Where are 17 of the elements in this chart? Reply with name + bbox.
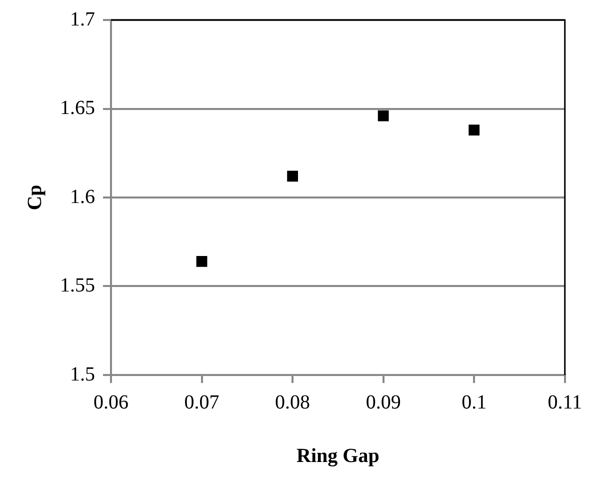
y-tick-label: 1.5 [70,363,95,386]
y-tick-label: 1.55 [60,274,95,296]
point [196,256,208,267]
point [468,124,480,136]
x-tick-label: 0.06 [94,391,128,414]
x-axis-title: Ring Gap [296,445,380,468]
x-tick-label: 0.09 [366,391,401,414]
point [287,170,298,182]
x-tick-label: 0.1 [462,391,487,414]
point [378,110,389,122]
y-tick-label: 1.65 [60,97,95,119]
x-tick-label: 0.08 [275,391,310,414]
y-tick-label: 1.7 [70,8,95,30]
x-tick-label: 0.07 [184,391,220,414]
x-tick-label: 0.11 [548,391,582,414]
y-tick-label: 1.6 [70,186,95,208]
y-axis-title: Cp [24,184,46,210]
